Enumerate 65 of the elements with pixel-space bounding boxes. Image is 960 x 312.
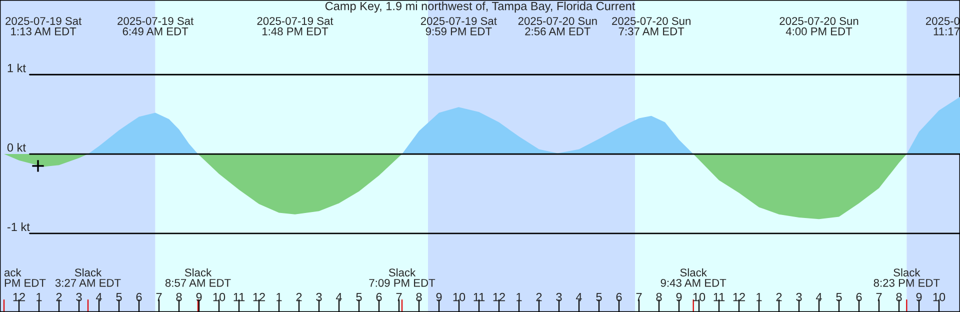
x-tick-label: 3 xyxy=(76,292,82,302)
x-tick-label: 9 xyxy=(676,292,682,302)
x-tick-label: 7 xyxy=(156,292,162,302)
x2-tick-label: 2025-07-19 Sat 6:49 AM EDT xyxy=(118,17,194,36)
x-tick-label: 7 xyxy=(876,292,882,302)
x-tick-label: 4 xyxy=(96,292,102,302)
x-tick-label: 10 xyxy=(933,292,946,302)
x-tick-label: 11 xyxy=(474,292,485,302)
x-tick-label: 1 xyxy=(36,292,42,302)
x-tick-label: 10 xyxy=(213,292,226,302)
chart-title: Camp Key, 1.9 mi northwest of, Tampa Bay, Florida Current xyxy=(325,2,636,13)
x-tick-label: 9 xyxy=(436,292,442,302)
x-tick-label: 5 xyxy=(116,292,122,302)
x-tick-label: 8 xyxy=(656,292,662,302)
x2-tick-label: 2025-07-20 Sun 7:37 AM EDT xyxy=(612,17,690,36)
x-tick-label: 2 xyxy=(536,292,542,302)
y-tick-label: 0 kt xyxy=(7,143,26,152)
x-tick-label: 9 xyxy=(196,292,202,302)
x2-tick-label: 2025-07-19 Sat 9:59 PM EDT xyxy=(420,17,497,36)
x-tick-label: 10 xyxy=(693,292,706,302)
x2-tick-label: 2025-07-19 Sat 1:13 AM EDT xyxy=(6,17,82,36)
x-tick-label: 8 xyxy=(416,292,422,302)
x-tick-label: 3 xyxy=(796,292,802,302)
x-tick-label: 1 xyxy=(756,292,762,302)
x-tick-label: 9 xyxy=(916,292,922,302)
x-tick-label: 7 xyxy=(636,292,642,302)
x-tick-label: 3 xyxy=(556,292,562,302)
x-tick-label: 7 xyxy=(396,292,402,302)
x-tick-label: 6 xyxy=(856,292,862,302)
x-tick-label: 5 xyxy=(356,292,362,302)
x-tick-label: 8 xyxy=(176,292,182,302)
x-tick-label: 11 xyxy=(714,292,725,302)
x-tick-label: 12 xyxy=(733,292,745,302)
x-tick-label: 6 xyxy=(136,292,142,302)
y-tick-label: -1 kt xyxy=(7,222,30,232)
x-tick-label: 12 xyxy=(253,292,265,302)
x-tick-label: 2 xyxy=(56,292,62,302)
x-tick-label: 10 xyxy=(453,292,466,302)
x-tick-label: 1 xyxy=(276,292,282,302)
x2-tick-label: 2025-07-19 Sat 1:48 PM EDT xyxy=(257,17,334,36)
annotation: Slack 9:43 AM EDT xyxy=(660,268,726,287)
annotation: Slack 8:57 AM EDT xyxy=(165,268,231,287)
x-tick-label: 4 xyxy=(816,292,822,302)
x-tick-label: 12 xyxy=(493,292,505,302)
x-tick-label: 4 xyxy=(576,292,582,302)
x-tick-label: 5 xyxy=(836,292,842,302)
x-tick-label: 8 xyxy=(896,292,902,302)
x2-tick-label: 2025-07-20 Sun 4:00 PM EDT xyxy=(780,17,858,36)
x-tick-label: 5 xyxy=(596,292,602,302)
x-tick-label: 1 xyxy=(516,292,522,302)
annotation: Slack 7:09 PM EDT xyxy=(369,268,436,287)
x2-tick-label: 2025-07-20 Sun 2:56 AM EDT xyxy=(518,17,597,36)
x-tick-label: 4 xyxy=(336,292,342,302)
y-tick-label: 1 kt xyxy=(8,64,26,72)
annotation: Slack 3:27 AM EDT xyxy=(55,268,121,287)
x2-tick-label: 2025-0 11:17 xyxy=(926,17,960,36)
annotation: Slack 8:23 PM EDT xyxy=(874,268,940,287)
x-tick-label: 6 xyxy=(376,292,382,302)
x-tick-label: 6 xyxy=(616,292,622,302)
x-tick-label: 12 xyxy=(13,292,25,302)
x-tick-label: 2 xyxy=(776,292,782,302)
x-tick-label: 11 xyxy=(234,292,245,302)
x-tick-label: 3 xyxy=(316,292,322,302)
x-tick-label: 2 xyxy=(296,292,302,302)
annotation: ack PM EDT xyxy=(4,268,46,287)
